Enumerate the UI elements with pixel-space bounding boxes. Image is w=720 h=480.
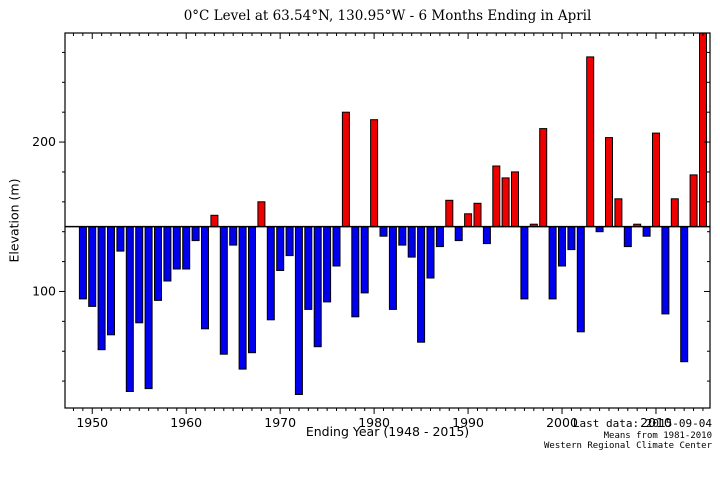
bar-1954 bbox=[125, 226, 134, 392]
x-tick-label: 1980 bbox=[358, 415, 390, 430]
bar-1956 bbox=[144, 226, 153, 390]
bar-1966 bbox=[238, 226, 247, 370]
bar-1962 bbox=[201, 226, 209, 330]
means-note: Means from 1981-2010 bbox=[603, 430, 712, 441]
bar-1970 bbox=[276, 226, 285, 272]
bar-1955 bbox=[135, 226, 144, 324]
bar-1977 bbox=[341, 111, 350, 228]
x-tick-label: 1970 bbox=[264, 415, 296, 430]
bar-1988 bbox=[445, 199, 454, 228]
bar-1990 bbox=[464, 213, 473, 228]
y-tick-label: 200 bbox=[32, 134, 56, 149]
bar-1972 bbox=[294, 226, 303, 395]
x-tick-label: 1950 bbox=[76, 415, 108, 430]
bar-1980 bbox=[370, 119, 379, 228]
bar-2010 bbox=[652, 132, 660, 228]
x-tick-label: 1990 bbox=[452, 415, 484, 430]
bar-1971 bbox=[285, 226, 294, 257]
last-data-note: Last data: 2015-09-04 bbox=[572, 417, 712, 430]
bar-2000 bbox=[558, 226, 566, 267]
bar-1981 bbox=[379, 226, 388, 237]
bar-1964 bbox=[219, 226, 228, 355]
bar-1969 bbox=[266, 226, 275, 321]
x-tick-label: 2010 bbox=[640, 415, 672, 430]
bar-2015 bbox=[699, 32, 707, 228]
bar-1985 bbox=[417, 226, 426, 343]
bar-1978 bbox=[351, 226, 360, 318]
bar-2005 bbox=[605, 137, 613, 228]
x-tick-label: 1960 bbox=[170, 415, 202, 430]
y-axis-label: Elevation (m) bbox=[6, 178, 22, 263]
bar-1965 bbox=[229, 226, 238, 246]
bar-1963 bbox=[210, 214, 219, 228]
bar-2013 bbox=[680, 226, 689, 363]
y-tick-label: 100 bbox=[32, 283, 56, 298]
bar-2009 bbox=[642, 226, 651, 237]
bar-1994 bbox=[501, 177, 510, 228]
bar-1968 bbox=[257, 201, 266, 228]
bar-1996 bbox=[520, 226, 529, 300]
bar-1973 bbox=[304, 226, 313, 310]
x-tick-label: 2000 bbox=[546, 415, 578, 430]
bar-1983 bbox=[398, 226, 407, 246]
bar-1986 bbox=[426, 226, 435, 279]
bar-1982 bbox=[388, 226, 397, 310]
bar-2011 bbox=[661, 226, 670, 315]
x-axis-label: Ending Year (1948 - 2015) bbox=[305, 424, 470, 439]
bar-1998 bbox=[539, 128, 548, 228]
bar-2007 bbox=[623, 226, 632, 248]
bar-2001 bbox=[567, 226, 576, 251]
bar-1952 bbox=[107, 226, 115, 336]
bar-1967 bbox=[248, 226, 256, 354]
bar-1999 bbox=[548, 226, 557, 300]
bar-1957 bbox=[154, 226, 162, 301]
bar-2012 bbox=[670, 198, 679, 228]
bar-1961 bbox=[191, 226, 200, 242]
bar-2003 bbox=[586, 56, 595, 228]
bar-1991 bbox=[473, 202, 482, 228]
bar-1959 bbox=[172, 226, 181, 270]
bar-1958 bbox=[163, 226, 172, 282]
bar-1960 bbox=[182, 226, 191, 270]
bar-1953 bbox=[116, 226, 125, 252]
bar-1974 bbox=[313, 226, 322, 348]
bar-2014 bbox=[689, 174, 698, 228]
bar-2006 bbox=[614, 198, 623, 228]
plot-frame bbox=[64, 32, 711, 409]
credit-source: Western Regional Climate Center bbox=[544, 440, 712, 451]
bar-2002 bbox=[576, 226, 585, 333]
bar-1950 bbox=[88, 226, 97, 307]
bar-1951 bbox=[97, 226, 106, 351]
credits-block: Last data: 2015-09-04 Means from 1981-20… bbox=[544, 417, 712, 451]
bar-1984 bbox=[407, 226, 416, 258]
bar-1989 bbox=[454, 226, 463, 242]
bar-1995 bbox=[511, 171, 519, 228]
bar-1976 bbox=[332, 226, 341, 267]
bar-1992 bbox=[482, 226, 491, 245]
bar-1993 bbox=[492, 165, 501, 228]
bar-1979 bbox=[360, 226, 369, 294]
bar-1987 bbox=[435, 226, 444, 248]
bar-1975 bbox=[323, 226, 332, 303]
chart-title: 0°C Level at 63.54°N, 130.95°W - 6 Month… bbox=[183, 8, 592, 24]
bar-1949 bbox=[78, 226, 87, 300]
